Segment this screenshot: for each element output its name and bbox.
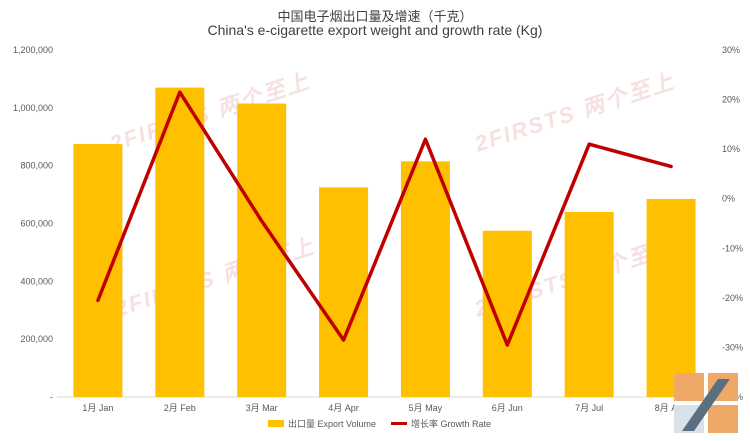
y-tick-left: 400,000 [20, 276, 53, 286]
y-tick-left: 1,000,000 [13, 103, 53, 113]
x-tick-label: 8月 Aug [655, 403, 688, 413]
y-tick-right: -20% [722, 293, 743, 303]
bar [237, 103, 287, 397]
y-tick-right: 30% [722, 45, 740, 55]
x-tick-label: 1月 Jan [82, 403, 113, 413]
line-point [96, 298, 100, 302]
y-tick-right: 10% [722, 144, 740, 154]
y-tick-left: - [50, 392, 53, 402]
growth-rate-line [96, 90, 673, 347]
y-tick-right: -10% [722, 243, 743, 253]
bar [155, 87, 205, 397]
line-point [505, 343, 509, 347]
y-tick-right: 20% [722, 95, 740, 105]
bar [73, 143, 123, 397]
x-tick-label: 3月 Mar [246, 403, 278, 413]
chart-title-en: China's e-cigarette export weight and gr… [207, 22, 543, 38]
y-tick-left: 200,000 [20, 334, 53, 344]
y-tick-left: 1,200,000 [13, 45, 53, 55]
legend-label-line: 增长率 Growth Rate [411, 418, 491, 429]
x-tick-label: 6月 Jun [492, 403, 523, 413]
bar [482, 230, 532, 397]
y-tick-right: -30% [722, 342, 743, 352]
bar [564, 211, 614, 397]
x-tick-label: 5月 May [409, 403, 443, 413]
bar [646, 198, 696, 397]
x-tick-label: 4月 Apr [328, 403, 359, 413]
y-tick-left: 600,000 [20, 219, 53, 229]
y-tick-left: 800,000 [20, 161, 53, 171]
line-point [423, 137, 427, 141]
legend-label-bar: 出口量 Export Volume [288, 418, 376, 429]
line-point [260, 219, 264, 223]
corner-logo-icon [674, 373, 738, 433]
legend-swatch-bar [268, 420, 284, 427]
y-tick-right: 0% [722, 194, 735, 204]
line-point [178, 90, 182, 94]
x-tick-label: 7月 Jul [575, 403, 603, 413]
x-tick-label: 2月 Feb [164, 403, 196, 413]
line-point [342, 338, 346, 342]
line-point [587, 142, 591, 146]
bar [319, 187, 369, 397]
chart-title-cn: 中国电子烟出口量及增速（千克） [277, 9, 473, 24]
bar [400, 161, 450, 397]
line-point [669, 164, 673, 168]
